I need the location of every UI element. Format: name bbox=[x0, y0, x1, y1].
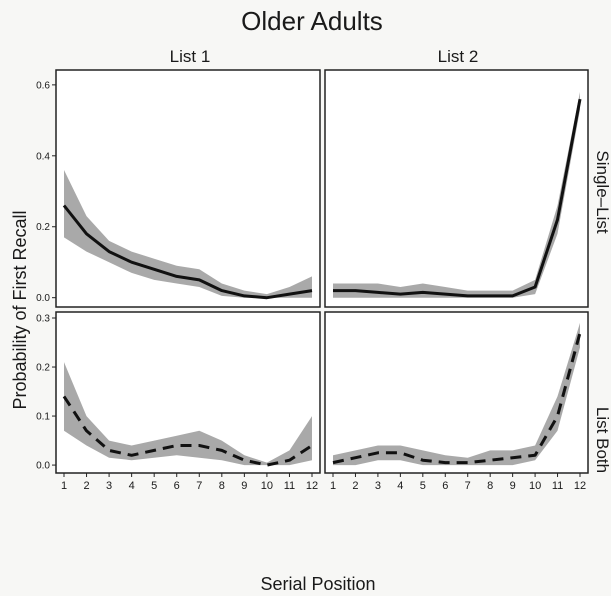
x-tick-label: 6 bbox=[174, 480, 180, 492]
confidence-band bbox=[64, 170, 312, 298]
x-tick-label: 4 bbox=[129, 480, 135, 492]
y-tick-label: 0.0 bbox=[36, 293, 50, 304]
x-tick-label: 4 bbox=[397, 480, 403, 492]
confidence-band bbox=[333, 322, 580, 466]
col-label-list2: List 2 bbox=[438, 47, 479, 66]
x-tick-label: 8 bbox=[219, 480, 225, 492]
x-tick-label: 10 bbox=[529, 480, 541, 492]
y-tick-label: 0.1 bbox=[36, 412, 50, 423]
y-tick-label: 0.3 bbox=[36, 314, 50, 325]
x-tick-label: 7 bbox=[196, 480, 202, 492]
x-tick-label: 9 bbox=[241, 480, 247, 492]
x-tick-label: 12 bbox=[306, 480, 318, 492]
x-tick-label: 6 bbox=[442, 480, 448, 492]
x-tick-label: 7 bbox=[465, 480, 471, 492]
series-line bbox=[332, 332, 582, 465]
x-tick-label: 1 bbox=[330, 480, 336, 492]
panel-list-both-list1: 0.00.10.20.31 2 3 4 5 6 7 8 9 10 11 12 bbox=[36, 311, 321, 492]
y-tick-label: 0.2 bbox=[36, 363, 50, 374]
x-tick-label: 12 bbox=[574, 480, 586, 492]
x-tick-label: 5 bbox=[151, 480, 157, 492]
row-label-list-both: List Both bbox=[593, 407, 611, 473]
x-tick-label: 3 bbox=[106, 480, 112, 492]
panel-frame bbox=[55, 69, 321, 308]
y-tick-label: 0.2 bbox=[36, 222, 50, 233]
row-label-single-list: Single–List bbox=[593, 150, 611, 233]
series-line bbox=[333, 98, 582, 298]
x-tick-label: 2 bbox=[83, 480, 89, 492]
x-tick-label: 1 bbox=[61, 480, 67, 492]
x-tick-label: 8 bbox=[487, 480, 493, 492]
panel-list-both-list2: 1 2 3 4 5 6 7 8 9 10 11 12 bbox=[324, 311, 589, 492]
panels: 0.00.20.40.60.00.10.20.31 2 3 4 5 6 7 8 9 10 11 12 1… bbox=[36, 69, 589, 492]
x-tick-label: 9 bbox=[510, 480, 516, 492]
series-line bbox=[62, 204, 313, 300]
y-tick-label: 0.6 bbox=[36, 80, 50, 91]
x-tick-label: 10 bbox=[261, 480, 273, 492]
panel-single-list-list1: 0.0 0.2 0.4 0.6 bbox=[36, 69, 321, 308]
x-tick-label: 2 bbox=[352, 480, 358, 492]
panel-frame bbox=[324, 69, 589, 308]
y-tick-label: 0.0 bbox=[36, 461, 50, 472]
y-tick-label: 0.4 bbox=[36, 151, 50, 162]
x-tick-label: 11 bbox=[552, 480, 563, 492]
panel-single-list-list2 bbox=[324, 69, 589, 308]
col-label-list1: List 1 bbox=[170, 47, 211, 66]
x-tick-label: 5 bbox=[420, 480, 426, 492]
series-line bbox=[62, 395, 313, 467]
x-tick-label: 11 bbox=[284, 480, 295, 492]
chart-title: Older Adults bbox=[241, 6, 383, 36]
y-axis-label: Probability of First Recall bbox=[10, 210, 30, 409]
x-tick-label: 3 bbox=[375, 480, 381, 492]
x-axis-label: Serial Position bbox=[260, 574, 375, 594]
